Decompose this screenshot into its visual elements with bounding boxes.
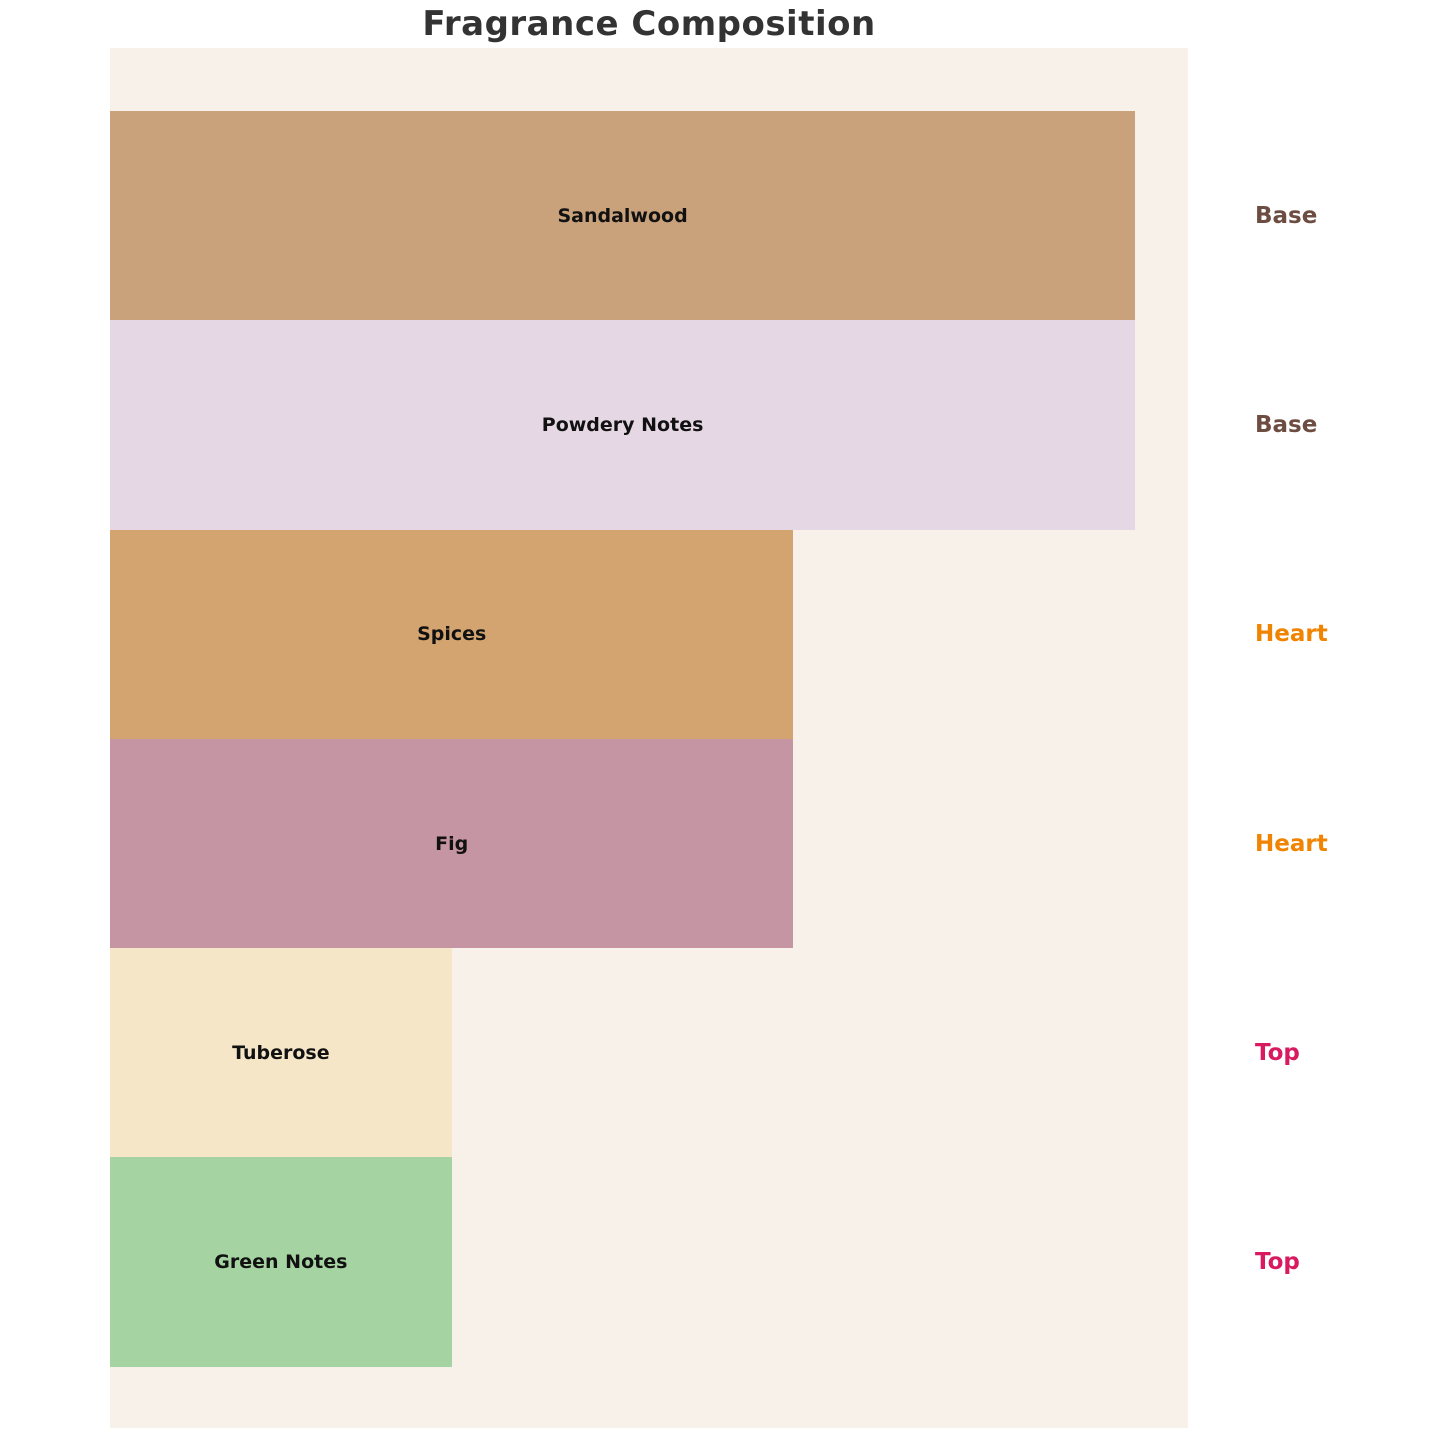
layer-label-heart-1: Heart [1255,621,1328,648]
bar-fig: Fig [110,738,794,949]
bar-green-notes: Green Notes [110,1157,452,1367]
bar-spices: Spices [110,529,794,739]
bar-label-fig: Fig [435,832,469,855]
bar-label-tuberose: Tuberose [232,1041,330,1064]
bar-group: Sandalwood Powdery Notes Spices Fig Tube… [110,111,1188,1367]
layer-label-base-1: Base [1255,202,1318,229]
layer-label-heart-2: Heart [1255,830,1328,857]
plot-area: Sandalwood Powdery Notes Spices Fig Tube… [110,48,1188,1428]
bar-label-sandalwood: Sandalwood [557,204,688,227]
bar-powdery-notes: Powdery Notes [110,320,1136,530]
layer-label-base-2: Base [1255,411,1318,438]
bar-sandalwood: Sandalwood [110,111,1136,321]
chart-title: Fragrance Composition [422,4,876,44]
layer-label-top-2: Top [1255,1249,1300,1276]
layer-label-top-1: Top [1255,1039,1300,1066]
layer-annotation-column: Base Base Heart Heart Top Top [1188,111,1440,1367]
bar-label-green-notes: Green Notes [214,1251,348,1274]
bar-label-powdery-notes: Powdery Notes [541,413,704,436]
bar-tuberose: Tuberose [110,948,452,1158]
bar-label-spices: Spices [417,623,487,646]
